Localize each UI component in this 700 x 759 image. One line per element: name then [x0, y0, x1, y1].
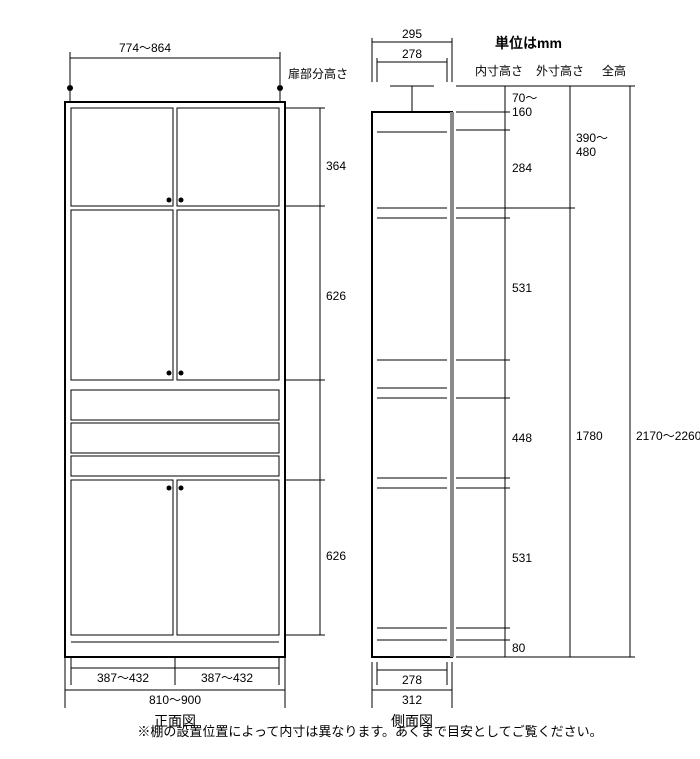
oh2: 1780	[576, 429, 603, 443]
fd1: 364	[326, 159, 346, 173]
side-bi: 278	[402, 673, 422, 687]
front-bw-r: 387～432	[201, 671, 253, 685]
hdr-total: 全高	[602, 63, 626, 78]
hdr-door: 扉部分高さ	[288, 66, 348, 81]
ih1b: 160	[512, 105, 532, 119]
side-bw: 312	[402, 693, 422, 707]
ih3: 531	[512, 281, 532, 295]
oh1b: 480	[576, 145, 596, 159]
oh1a: 390～	[576, 131, 608, 145]
ih1a: 70～	[512, 91, 537, 105]
ih2: 284	[512, 161, 532, 175]
hdr-inner: 内寸高さ	[475, 63, 523, 78]
side-ti: 278	[402, 47, 422, 61]
ih5: 531	[512, 551, 532, 565]
front-tw: 810～900	[149, 693, 201, 707]
ih4: 448	[512, 431, 532, 445]
fd3: 626	[326, 549, 346, 563]
footnote: ※棚の設置位置によって内寸は異なります。あくまで目安としてご覧ください。	[137, 724, 602, 739]
hdr-outer: 外寸高さ	[536, 63, 584, 78]
front-top-w: 774～864	[119, 41, 171, 55]
technical-drawing: 単位はmm 扉部分高さ 内寸高さ 外寸高さ 全高 774～864 387～432…	[20, 20, 700, 739]
front-bw-l: 387～432	[97, 671, 149, 685]
unit-label: 単位はmm	[495, 35, 562, 51]
ih6: 80	[512, 641, 526, 655]
side-tw: 295	[402, 27, 422, 41]
fd2: 626	[326, 289, 346, 303]
th: 2170～2260	[636, 429, 700, 443]
